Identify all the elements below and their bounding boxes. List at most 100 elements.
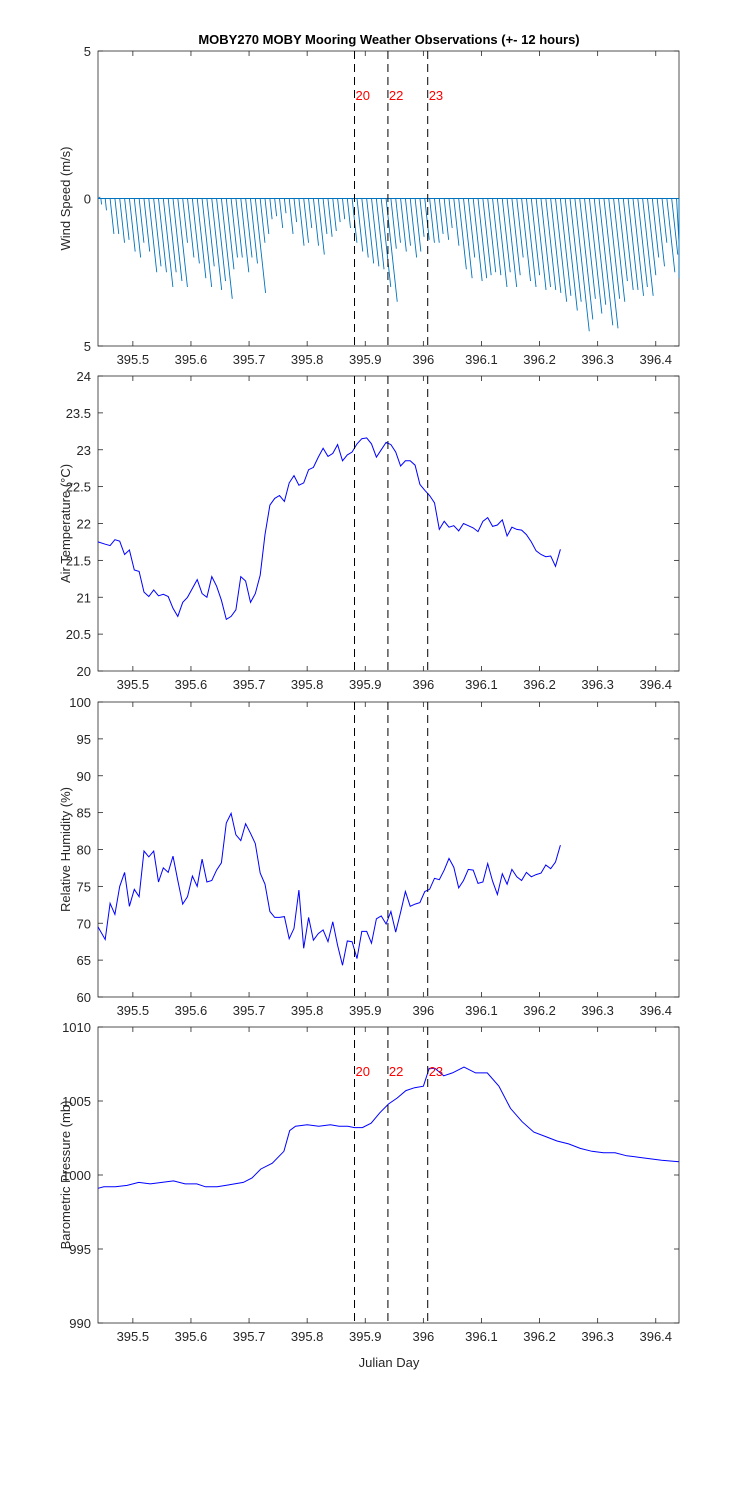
y-tick-label: 5	[84, 44, 91, 59]
x-tick-label: 395.5	[117, 1003, 150, 1018]
wind-vector	[400, 198, 407, 252]
event-label: 22	[389, 1064, 403, 1079]
wind-vector	[593, 198, 607, 305]
wind-vector	[569, 198, 582, 302]
event-label: 23	[429, 88, 443, 103]
y-tick-label: 65	[77, 953, 91, 968]
y-tick-label: 85	[77, 806, 91, 821]
x-tick-label: 395.9	[349, 1329, 382, 1344]
series-line	[97, 1066, 680, 1189]
panel-4: 395.5 395.6 395.7 395.8 395.9 396 396.1 396.2 39…	[58, 1020, 680, 1344]
wind-vector	[133, 198, 142, 258]
x-tick-label: 396.3	[581, 352, 614, 367]
wind-vector	[230, 198, 238, 258]
x-axis-label: Julian Day	[359, 1355, 420, 1370]
wind-vector	[279, 198, 284, 229]
wind-vector	[521, 198, 532, 282]
x-tick-label: 396.2	[523, 352, 556, 367]
x-tick-label: 396	[413, 1003, 435, 1018]
x-tick-label: 396.3	[581, 677, 614, 692]
plot-area	[97, 701, 680, 998]
x-tick-label: 395.5	[117, 352, 150, 367]
wind-vector	[559, 198, 572, 296]
panel-2: 395.5 395.6 395.7 395.8 395.9 396 396.1 396.2 39…	[58, 369, 680, 692]
wind-vector	[637, 198, 648, 288]
wind-vector	[608, 198, 621, 299]
y-tick-label: 60	[77, 990, 91, 1005]
wind-vector	[584, 198, 596, 299]
wind-vector	[250, 198, 258, 264]
wind-vector	[525, 198, 537, 288]
wind-vector	[671, 198, 679, 255]
x-tick-label: 396.1	[465, 1003, 498, 1018]
wind-vector	[124, 198, 130, 240]
panel-3: 395.5 395.6 395.7 395.8 395.9 396 396.1 396.2 39…	[58, 695, 680, 1018]
y-tick-label: 95	[77, 732, 91, 747]
wind-vector	[540, 198, 551, 288]
wind-vector	[235, 198, 243, 258]
wind-vector	[506, 198, 518, 288]
wind-vector	[259, 198, 266, 243]
wind-vector	[511, 198, 521, 276]
event-label: 22	[389, 88, 403, 103]
wind-vector	[482, 198, 492, 276]
y-tick-label: 22.5	[66, 480, 91, 495]
wind-vector	[467, 198, 476, 258]
x-tick-label: 396.3	[581, 1329, 614, 1344]
wind-vector	[613, 198, 626, 302]
wind-vector	[346, 198, 351, 229]
x-tick-label: 395.9	[349, 1003, 382, 1018]
y-tick-label: 21.5	[66, 553, 91, 568]
x-tick-label: 395.5	[117, 677, 150, 692]
wind-vector	[153, 198, 162, 267]
wind-vector	[429, 198, 435, 243]
wind-vector	[492, 198, 502, 276]
wind-vector	[588, 198, 603, 314]
wind-vector	[293, 198, 298, 223]
wind-vector	[158, 198, 167, 273]
wind-vector	[298, 198, 305, 246]
wind-vector	[579, 198, 594, 320]
wind-vector	[448, 198, 453, 229]
wind-vector	[375, 198, 385, 270]
wind-vector	[545, 198, 557, 290]
wind-vector	[114, 198, 120, 234]
x-tick-label: 395.6	[175, 352, 208, 367]
x-tick-label: 396	[413, 677, 435, 692]
wind-vector	[404, 198, 411, 246]
wind-vector	[603, 198, 619, 329]
wind-vector	[550, 198, 562, 293]
y-tick-label: 23.5	[66, 406, 91, 421]
wind-vector	[177, 198, 188, 288]
wind-vector	[453, 198, 460, 246]
wind-vector	[119, 198, 125, 243]
wind-vector	[666, 198, 676, 273]
y-tick-label: 21	[77, 590, 91, 605]
wind-vector	[342, 198, 346, 220]
wind-vector	[206, 198, 215, 267]
wind-vector	[555, 198, 568, 302]
x-tick-label: 395.9	[349, 677, 382, 692]
wind-vector	[162, 198, 174, 288]
wind-vector	[564, 198, 578, 311]
wind-vector	[332, 198, 337, 231]
y-tick-label: 20	[77, 664, 91, 679]
x-tick-label: 396.4	[639, 352, 672, 367]
wind-vector	[269, 198, 273, 220]
plot-area	[97, 1026, 680, 1324]
event-label: 20	[356, 1064, 370, 1079]
y-tick-label: 20.5	[66, 627, 91, 642]
x-tick-label: 395.8	[291, 352, 324, 367]
x-tick-label: 395.8	[291, 677, 324, 692]
wind-vector	[424, 198, 430, 240]
wind-vector	[385, 198, 398, 302]
wind-vector	[148, 198, 158, 273]
y-tick-label: 75	[77, 879, 91, 894]
y-axis-label: Air Temperature (°C)	[58, 464, 73, 583]
wind-vector	[100, 198, 102, 205]
y-axis-label: Barometric Pressure (mb)	[58, 1101, 73, 1250]
x-tick-label: 396.2	[523, 677, 556, 692]
series-line	[97, 437, 561, 621]
wind-vector	[254, 198, 267, 293]
wind-vector	[371, 198, 380, 267]
